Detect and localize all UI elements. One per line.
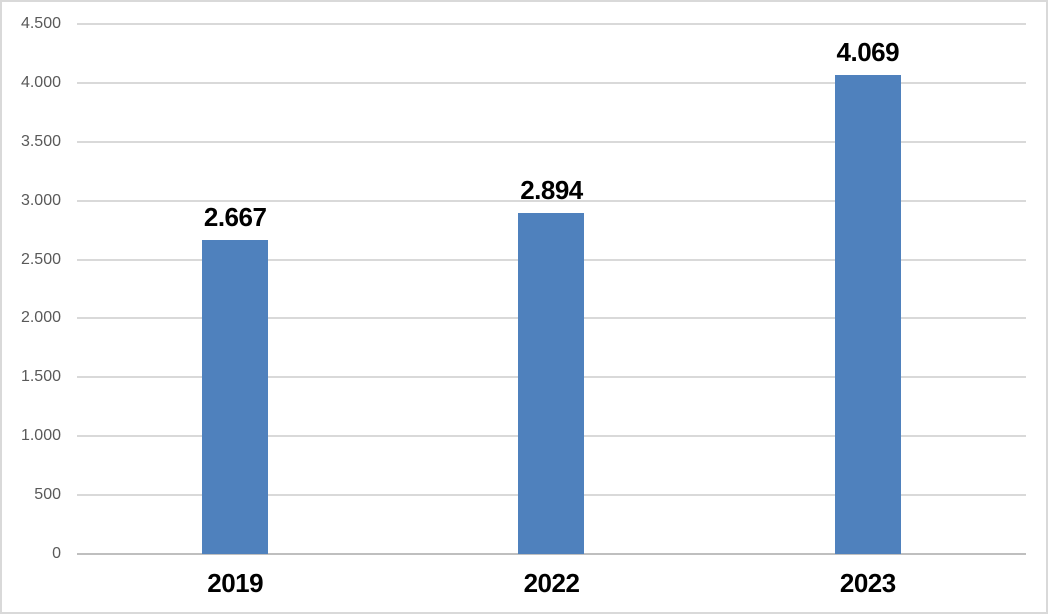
y-tick-label: 1.500	[20, 368, 61, 386]
x-tick-label: 2023	[839, 568, 896, 598]
y-axis: 0 500 1.000 1.500 2.000 2.500 3.000 3.500 4.000 4…	[2, 15, 61, 562]
x-tick-label: 2022	[523, 568, 580, 598]
y-tick-label: 2.000	[20, 309, 61, 327]
bar-value-label: 2.667	[203, 201, 267, 232]
bar-slot: 2.667	[77, 24, 393, 554]
bar-value-label: 4.069	[836, 36, 900, 67]
plot-area: 2.667 2.894 4.069	[77, 23, 1026, 555]
bar-2019	[202, 239, 269, 554]
bar-2023	[834, 74, 901, 554]
y-tick-label: 3.500	[20, 132, 61, 150]
bar-slot: 4.069	[710, 24, 1026, 554]
y-tick-label: 1.000	[20, 427, 61, 445]
gridline	[77, 199, 1026, 202]
gridline	[77, 81, 1026, 84]
y-tick-label: 0	[52, 545, 61, 562]
x-tick-label: 2019	[207, 568, 264, 598]
y-tick-label: 500	[34, 486, 61, 504]
y-tick-label: 2.500	[20, 250, 61, 268]
bar-slot: 2.894	[393, 24, 709, 554]
y-tick-label: 4.500	[20, 15, 61, 32]
y-tick-label: 3.000	[20, 191, 61, 209]
gridline	[77, 140, 1026, 143]
bar-value-label: 2.894	[520, 175, 583, 206]
y-tick-label: 4.000	[20, 73, 61, 91]
x-axis: 2019 2022 2023	[77, 568, 1026, 600]
x-axis-line	[77, 553, 1026, 555]
gridline	[77, 23, 1026, 25]
bar-2022	[518, 213, 585, 554]
